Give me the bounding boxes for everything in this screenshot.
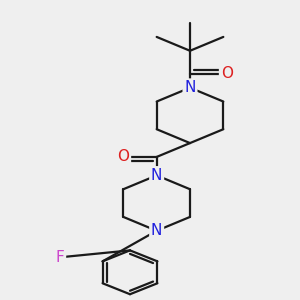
Text: O: O — [221, 66, 233, 81]
Text: O: O — [117, 149, 129, 164]
Text: N: N — [151, 223, 162, 238]
Text: N: N — [184, 80, 196, 95]
Text: N: N — [151, 168, 162, 183]
Text: F: F — [56, 250, 64, 265]
